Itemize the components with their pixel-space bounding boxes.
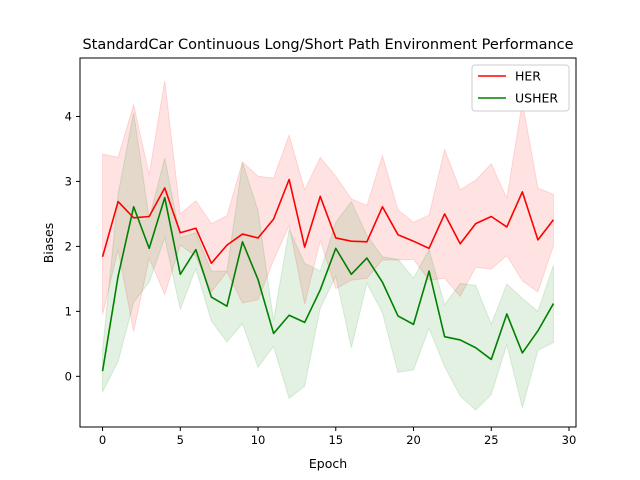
y-axis: 0 1 2 3 4	[65, 109, 80, 383]
y-tick-label: 3	[65, 174, 72, 188]
x-axis: 0 5 10 15 20 25 30	[99, 427, 576, 447]
x-tick-label: 5	[177, 433, 184, 447]
usher-band	[102, 112, 554, 411]
chart-title: StandardCar Continuous Long/Short Path E…	[82, 37, 573, 53]
usher-series-line	[101, 196, 555, 372]
y-tick-label: 4	[65, 109, 72, 123]
y-tick-label: 2	[65, 239, 72, 253]
her-band	[102, 80, 554, 332]
y-tick-label: 1	[65, 304, 72, 318]
legend-label-her: HER	[515, 69, 541, 84]
series-lines	[101, 178, 555, 372]
x-tick-label: 10	[251, 433, 266, 447]
x-tick-label: 30	[562, 433, 577, 447]
x-tick-label: 0	[99, 433, 106, 447]
y-tick-label: 0	[65, 369, 72, 383]
x-tick-label: 25	[484, 433, 499, 447]
y-axis-label: Biases	[41, 223, 56, 263]
x-tick-label: 20	[406, 433, 421, 447]
legend-label-usher: USHER	[515, 91, 558, 106]
x-tick-label: 15	[328, 433, 343, 447]
legend: HER USHER	[471, 64, 570, 112]
plot-frame	[79, 57, 577, 428]
her-series-line	[101, 178, 555, 265]
x-axis-label: Epoch	[309, 456, 347, 471]
confidence-bands	[102, 80, 554, 411]
